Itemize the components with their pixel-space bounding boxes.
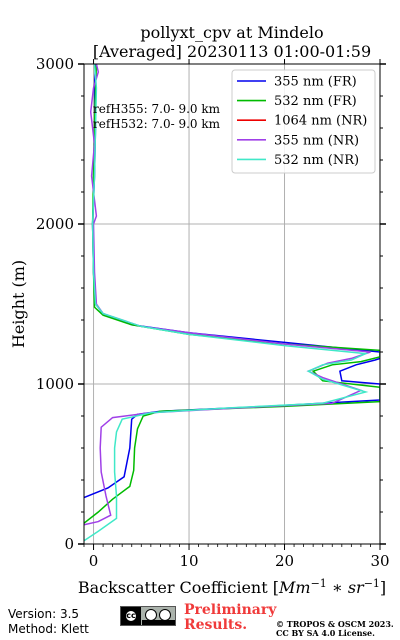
ref-height-355: refH355: 7.0- 9.0 km: [93, 102, 221, 116]
x-tick-label: 0: [89, 552, 99, 570]
copyright-line2: CC BY SA 4.0 License.: [276, 628, 375, 638]
plot-frame: [83, 63, 381, 545]
legend-box: [231, 69, 376, 174]
chart-title-line1: pollyxt_cpv at Mindelo: [140, 23, 323, 42]
y-tick-label: 1000: [36, 375, 74, 393]
method-text: Method: Klett: [8, 622, 89, 636]
legend-label: 355 nm (NR): [274, 133, 359, 148]
legend-label: 1064 nm (NR): [274, 114, 367, 129]
x-tick-label: 10: [179, 552, 198, 570]
series-line-355-nm-nr-: [84, 64, 371, 526]
legend-label: 532 nm (NR): [274, 153, 359, 168]
version-text: Version: 3.5: [8, 607, 80, 621]
chart-title-line2: [Averaged] 20230113 01:00-01:59: [93, 42, 371, 61]
legend-label: 532 nm (FR): [274, 94, 357, 109]
preliminary-label: Preliminary: [184, 602, 277, 618]
axis-ticks: 0 10 20 30 0 1000 2000 3000: [36, 55, 390, 570]
results-label: Results.: [184, 617, 248, 633]
x-tick-label: 20: [275, 552, 294, 570]
ref-height-532: refH532: 7.0- 9.0 km: [93, 117, 221, 131]
series-lines: [84, 64, 380, 542]
y-tick-label: 0: [64, 535, 74, 553]
series-line-532-nm-nr-: [84, 64, 369, 542]
copyright-line1: © TROPOS & OSCM 2023.: [276, 619, 394, 629]
legend-label: 355 nm (FR): [274, 75, 357, 90]
x-tick-label: 30: [370, 552, 389, 570]
cc-license-badge: cc: [120, 606, 176, 626]
y-tick-label: 3000: [36, 55, 74, 73]
y-tick-label: 2000: [36, 215, 74, 233]
legend: 355 nm (FR) 532 nm (FR) 1064 nm (NR) 355 nm…: [231, 69, 376, 174]
y-axis-label: Height (m): [9, 260, 28, 348]
x-axis-label: Backscatter Coefficient [Mm−1 ∗ sr−1]: [78, 577, 386, 597]
